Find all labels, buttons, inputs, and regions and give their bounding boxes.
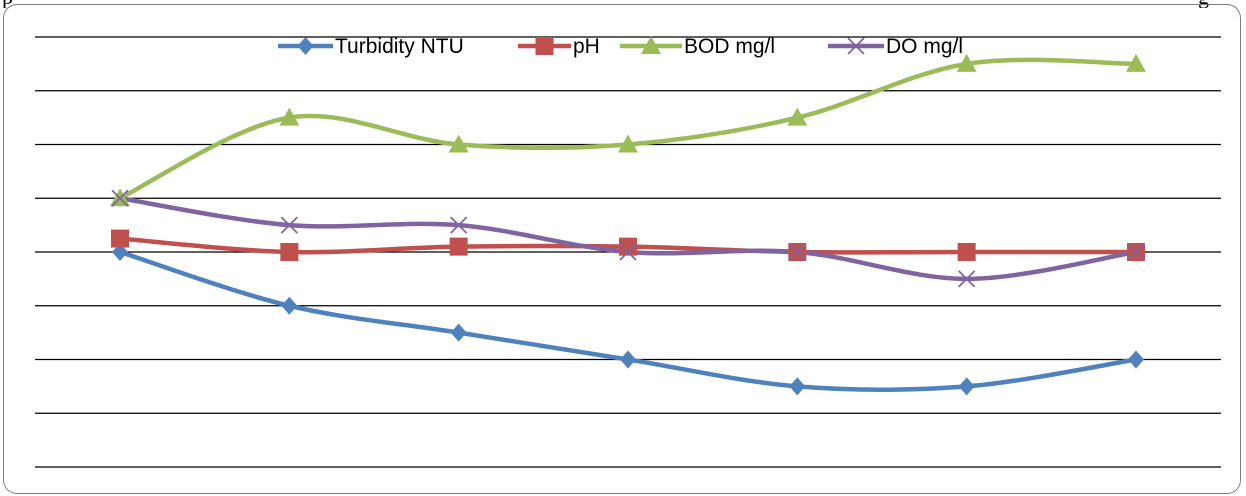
legend-entry: pH — [518, 35, 600, 58]
data-point-s3-1 — [280, 216, 298, 234]
data-point-s3-2 — [450, 216, 468, 234]
legend-marker — [535, 37, 554, 55]
data-point-s3-6 — [1127, 243, 1145, 261]
legend-marker — [847, 37, 865, 55]
series-lines — [117, 57, 1139, 392]
data-point-s2-2 — [448, 134, 469, 153]
data-point-s1-2 — [449, 237, 468, 256]
data-point-s0-5 — [958, 377, 975, 396]
data-point-s0-4 — [789, 377, 806, 396]
legend-entry: BOD mg/l — [620, 35, 775, 58]
data-point-s0-3 — [619, 350, 636, 369]
data-point-s2-4 — [787, 107, 808, 126]
clipped-text-right: g — [1198, 0, 1209, 8]
series-line-0 — [117, 249, 1139, 392]
data-point-s3-0 — [111, 189, 129, 207]
data-point-s2-5 — [956, 53, 977, 72]
data-point-s1-1 — [280, 243, 299, 261]
chart-frame — [3, 4, 1241, 494]
data-point-s1-0 — [111, 229, 129, 248]
data-point-s3-3 — [619, 243, 637, 261]
data-point-s0-6 — [1127, 350, 1144, 369]
legend-entry: Turbidity NTU — [278, 35, 464, 58]
data-point-s2-3 — [617, 134, 638, 153]
clipped-text-above-chart: p g — [0, 0, 1246, 8]
data-point-s1-5 — [957, 243, 976, 261]
legend: Turbidity NTU pH BOD mg/l DO mg/l — [278, 35, 963, 58]
legend-label: BOD mg/l — [684, 35, 775, 58]
legend-label: pH — [573, 35, 600, 58]
legend-label: DO mg/l — [886, 35, 963, 58]
legend-marker — [641, 36, 661, 54]
data-point-s0-2 — [450, 323, 467, 342]
data-point-s2-1 — [279, 107, 300, 126]
clipped-text-left: p — [2, 0, 13, 8]
series-line-2 — [117, 57, 1139, 201]
legend-marker — [297, 37, 314, 55]
data-point-s3-5 — [958, 270, 976, 288]
series-markers — [110, 53, 1146, 396]
data-point-s2-6 — [1125, 53, 1146, 72]
legend-entry: DO mg/l — [828, 35, 963, 58]
data-point-s3-4 — [788, 243, 806, 261]
data-point-s0-1 — [281, 296, 298, 315]
legend-label: Turbidity NTU — [335, 35, 464, 58]
data-point-s1-3 — [618, 237, 637, 256]
